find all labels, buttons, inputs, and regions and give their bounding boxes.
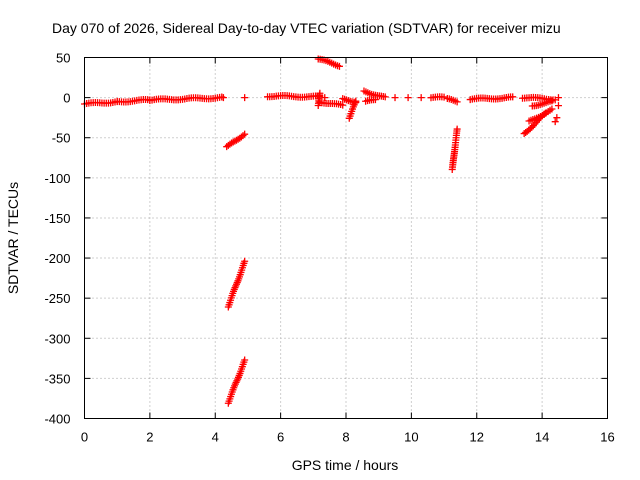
x-tick-label: 0 <box>81 430 88 445</box>
data-point <box>232 378 240 386</box>
x-tick-label: 4 <box>212 430 219 445</box>
data-point <box>554 102 562 110</box>
data-point <box>440 93 448 101</box>
data-point <box>233 377 241 385</box>
data-point <box>391 94 399 102</box>
x-tick-label: 2 <box>146 430 153 445</box>
x-axis-label: GPS time / hours <box>292 457 399 473</box>
data-point <box>335 62 343 70</box>
data-point <box>381 93 389 101</box>
data-point <box>241 356 249 364</box>
y-tick-label: 50 <box>56 51 70 66</box>
data-point <box>339 101 347 109</box>
data-point <box>417 94 425 102</box>
y-tick-label: -400 <box>44 412 70 427</box>
data-point <box>241 257 249 265</box>
data-point <box>321 94 329 102</box>
data-point <box>232 282 240 290</box>
y-axis-label: SDTVAR / TECUs <box>5 182 21 294</box>
data-point <box>528 123 536 131</box>
y-tick-label: -100 <box>44 171 70 186</box>
data-point <box>453 98 461 106</box>
chart-title: Day 070 of 2026, Sidereal Day-to-day VTE… <box>52 20 561 36</box>
data-point <box>241 94 249 102</box>
data-point <box>509 93 517 101</box>
data-point <box>553 114 561 122</box>
y-tick-label: 0 <box>63 91 70 106</box>
data-point <box>554 94 562 102</box>
data-point <box>548 105 556 113</box>
data-point <box>548 97 556 105</box>
x-tick-label: 10 <box>404 430 418 445</box>
data-point <box>316 89 324 97</box>
x-tick-label: 14 <box>535 430 549 445</box>
y-tick-label: -300 <box>44 331 70 346</box>
y-tick-label: -150 <box>44 211 70 226</box>
data-point <box>371 96 379 104</box>
data-point <box>352 97 360 105</box>
x-tick-label: 12 <box>470 430 484 445</box>
data-point <box>453 125 461 133</box>
y-tick-label: -50 <box>52 131 71 146</box>
axis-ticks: 0 2 4 6 8 10 12 14 16 50 0 -50 -100 -150 -200 -250 -300 -… <box>44 51 614 445</box>
data-point <box>551 118 559 126</box>
y-tick-label: -350 <box>44 371 70 386</box>
x-tick-label: 6 <box>277 430 284 445</box>
x-tick-label: 8 <box>342 430 349 445</box>
y-tick-label: -200 <box>44 251 70 266</box>
y-tick-label: -250 <box>44 291 70 306</box>
data-point <box>219 94 227 102</box>
data-point <box>239 132 247 140</box>
x-tick-label: 16 <box>600 430 614 445</box>
data-point <box>526 125 534 133</box>
data-point <box>404 94 412 102</box>
data-points <box>81 55 562 407</box>
data-point <box>241 130 249 138</box>
